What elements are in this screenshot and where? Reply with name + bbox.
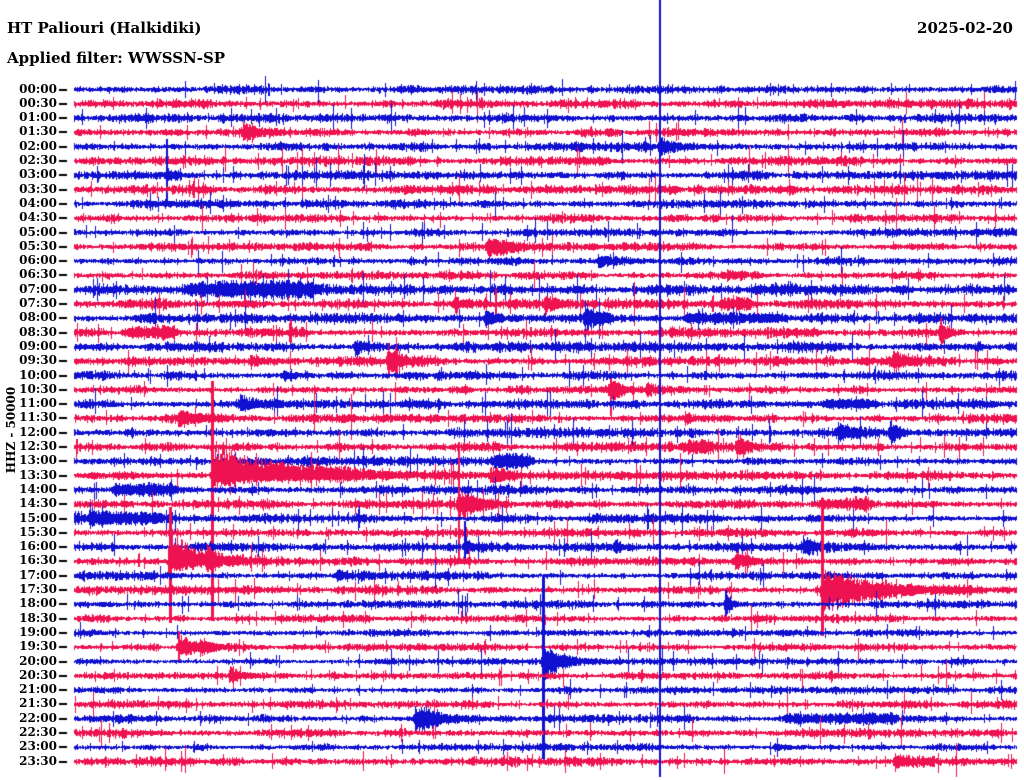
time-label: 02:00 bbox=[19, 138, 57, 153]
time-label: 17:00 bbox=[19, 567, 57, 582]
time-label: 19:00 bbox=[19, 624, 57, 639]
time-label: 03:30 bbox=[19, 181, 57, 196]
time-label: 21:30 bbox=[19, 696, 57, 711]
time-label: 16:00 bbox=[19, 539, 57, 554]
time-label: 21:00 bbox=[19, 682, 57, 697]
time-label: 15:30 bbox=[19, 524, 57, 539]
time-label: 01:30 bbox=[19, 124, 57, 139]
time-label: 08:00 bbox=[19, 310, 57, 325]
time-label: 06:00 bbox=[19, 253, 57, 268]
time-label: 07:00 bbox=[19, 281, 57, 296]
time-label: 07:30 bbox=[19, 296, 57, 310]
time-label: 11:30 bbox=[19, 410, 57, 425]
time-label: 10:30 bbox=[19, 381, 57, 396]
time-label: 03:00 bbox=[19, 167, 57, 182]
time-label: 00:30 bbox=[19, 95, 57, 110]
time-label: 23:30 bbox=[19, 753, 57, 768]
time-label: 00:00 bbox=[19, 81, 57, 96]
time-label: 17:30 bbox=[19, 582, 57, 596]
time-label: 20:30 bbox=[19, 667, 57, 682]
time-label: 20:00 bbox=[19, 653, 57, 668]
time-label: 14:00 bbox=[19, 481, 57, 496]
filter-label: Applied filter: WWSSN-SP bbox=[7, 49, 226, 67]
time-label: 14:30 bbox=[19, 496, 57, 511]
time-label: 06:30 bbox=[19, 267, 57, 282]
time-label: 10:00 bbox=[19, 367, 57, 382]
time-label: 09:00 bbox=[19, 338, 57, 353]
time-label: 04:30 bbox=[19, 210, 57, 225]
time-label: 05:00 bbox=[19, 224, 57, 239]
time-label: 22:30 bbox=[19, 725, 57, 739]
time-label: 22:00 bbox=[19, 710, 57, 725]
time-label: 08:30 bbox=[19, 324, 57, 339]
time-label: 13:30 bbox=[19, 467, 57, 482]
time-label: 05:30 bbox=[19, 238, 57, 253]
date-label: 2025-02-20 bbox=[917, 19, 1013, 37]
time-label: 11:00 bbox=[19, 396, 57, 411]
time-label: 12:30 bbox=[19, 439, 57, 453]
time-label: 18:30 bbox=[19, 610, 57, 625]
station-title: HT Paliouri (Halkidiki) bbox=[7, 19, 202, 37]
time-label: 18:00 bbox=[19, 596, 57, 611]
time-label: 15:00 bbox=[19, 510, 57, 525]
time-label: 16:30 bbox=[19, 553, 57, 568]
time-label: 01:00 bbox=[19, 110, 57, 125]
time-label: 02:30 bbox=[19, 153, 57, 167]
time-label: 12:00 bbox=[19, 424, 57, 439]
time-label: 13:00 bbox=[19, 453, 57, 468]
time-label: 23:00 bbox=[19, 739, 57, 754]
time-label: 19:30 bbox=[19, 639, 57, 654]
time-label: 09:30 bbox=[19, 353, 57, 368]
time-label: 04:00 bbox=[19, 195, 57, 210]
